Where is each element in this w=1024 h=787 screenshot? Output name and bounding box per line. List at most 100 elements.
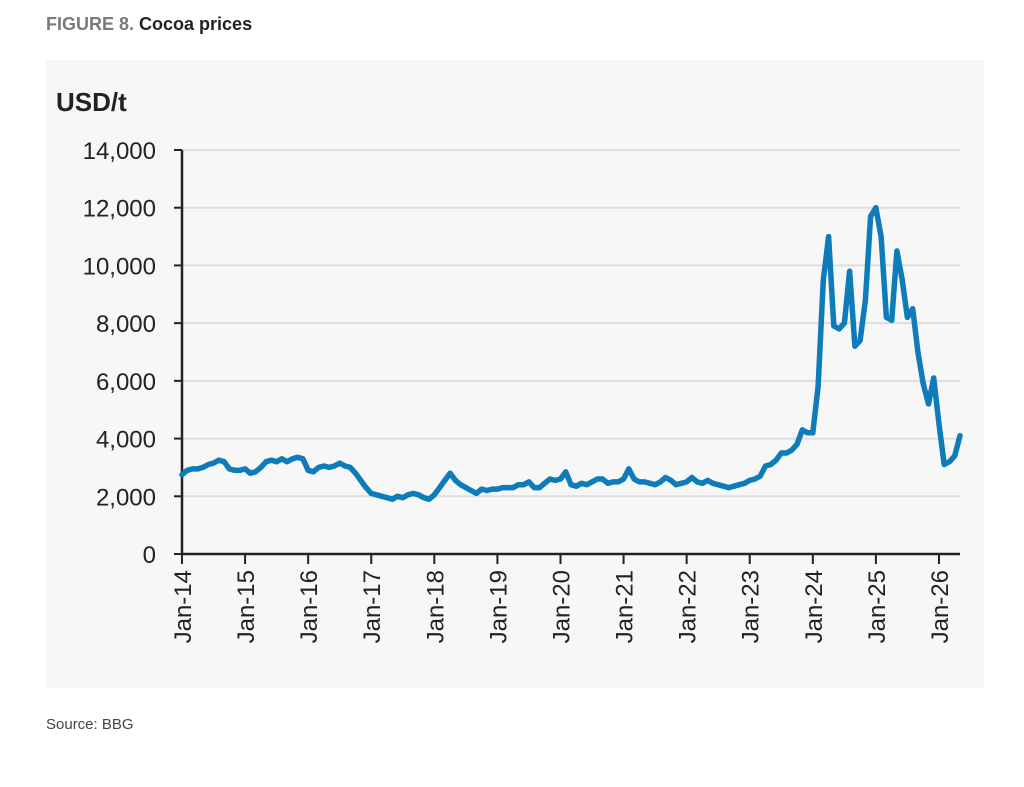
data-point <box>253 469 259 475</box>
data-point <box>684 479 690 485</box>
data-point <box>531 485 537 491</box>
data-point <box>500 485 506 491</box>
data-point <box>615 479 621 485</box>
data-point <box>752 476 758 482</box>
data-point <box>815 384 821 390</box>
y-tick-label: 4,000 <box>96 427 156 454</box>
data-point <box>342 463 348 469</box>
x-tick-label: Jan-25 <box>864 570 891 643</box>
x-tick-label: Jan-23 <box>738 570 765 643</box>
x-tick-label: Jan-21 <box>612 570 639 643</box>
data-point <box>389 496 395 502</box>
y-tick-label: 8,000 <box>96 311 156 338</box>
x-tick-label: Jan-18 <box>422 570 449 643</box>
data-point <box>242 466 248 472</box>
data-point <box>915 349 921 355</box>
data-point <box>757 473 763 479</box>
data-point <box>295 454 301 460</box>
data-point <box>904 314 911 320</box>
data-point <box>284 459 290 465</box>
data-point <box>642 479 648 485</box>
data-point <box>899 277 905 283</box>
y-tick-label: 2,000 <box>96 484 156 511</box>
data-point <box>731 483 737 489</box>
data-point <box>894 248 900 254</box>
data-point <box>878 234 884 240</box>
data-point <box>400 495 406 501</box>
data-point <box>631 476 637 482</box>
data-point <box>274 459 280 465</box>
data-point <box>479 486 485 492</box>
data-point <box>221 459 227 465</box>
data-point <box>421 495 427 501</box>
data-point <box>820 277 826 283</box>
y-tick-label: 10,000 <box>83 253 156 280</box>
data-point <box>557 476 564 482</box>
data-point <box>868 213 874 219</box>
data-point <box>437 485 443 491</box>
y-tick-label: 6,000 <box>96 369 156 396</box>
data-point <box>547 476 553 482</box>
data-point <box>910 306 916 312</box>
data-point <box>473 490 479 496</box>
data-point <box>489 486 495 492</box>
data-point <box>699 480 706 486</box>
data-point <box>810 430 816 436</box>
data-point <box>563 469 569 475</box>
data-point <box>505 485 511 491</box>
data-point <box>195 466 201 472</box>
x-tick-label: Jan-20 <box>548 570 575 643</box>
data-point <box>363 485 369 491</box>
cocoa-price-chart: 0 2,000 4,000 6,000 8,000 10,000 12,000 14,000 J… <box>83 138 963 643</box>
data-point <box>237 467 243 473</box>
data-point <box>768 461 774 468</box>
data-point <box>747 477 753 483</box>
data-point <box>873 205 879 211</box>
data-point <box>394 493 401 499</box>
data-point <box>358 477 364 483</box>
data-point <box>925 401 932 407</box>
figure-header: FIGURE 8. Cocoa prices <box>46 14 252 35</box>
data-point <box>521 482 527 488</box>
data-point <box>316 464 322 470</box>
data-point <box>889 317 895 323</box>
data-point <box>762 463 769 469</box>
data-point <box>799 427 805 433</box>
data-point <box>542 480 548 486</box>
x-tick-label: Jan-15 <box>233 570 260 643</box>
data-point <box>720 483 727 489</box>
data-point <box>594 476 600 482</box>
data-point <box>410 490 416 496</box>
x-tick-label: Jan-22 <box>675 570 702 643</box>
data-point <box>573 483 579 489</box>
data-point <box>946 459 953 465</box>
data-point <box>710 480 716 486</box>
data-point <box>862 297 869 303</box>
data-point <box>668 477 674 483</box>
data-point <box>836 326 842 332</box>
data-point <box>310 469 316 475</box>
data-point <box>663 474 669 481</box>
data-point <box>568 482 574 488</box>
data-point <box>279 456 285 462</box>
data-point <box>783 450 790 456</box>
data-point <box>247 470 253 476</box>
data-point <box>689 474 695 481</box>
data-point <box>805 430 811 436</box>
data-point <box>778 450 784 456</box>
data-point <box>578 480 585 486</box>
data-point <box>536 485 543 491</box>
data-point <box>636 479 642 485</box>
y-tick-label: 0 <box>143 542 156 569</box>
data-point <box>184 467 190 473</box>
data-point <box>515 482 521 488</box>
data-point <box>841 320 848 326</box>
data-point <box>179 472 185 478</box>
data-point <box>826 234 832 240</box>
data-point <box>373 492 380 498</box>
data-point <box>694 479 700 485</box>
data-point <box>205 461 211 468</box>
figure-title: Cocoa prices <box>139 14 253 34</box>
data-point <box>773 457 779 463</box>
x-tick-label: Jan-24 <box>801 570 828 643</box>
